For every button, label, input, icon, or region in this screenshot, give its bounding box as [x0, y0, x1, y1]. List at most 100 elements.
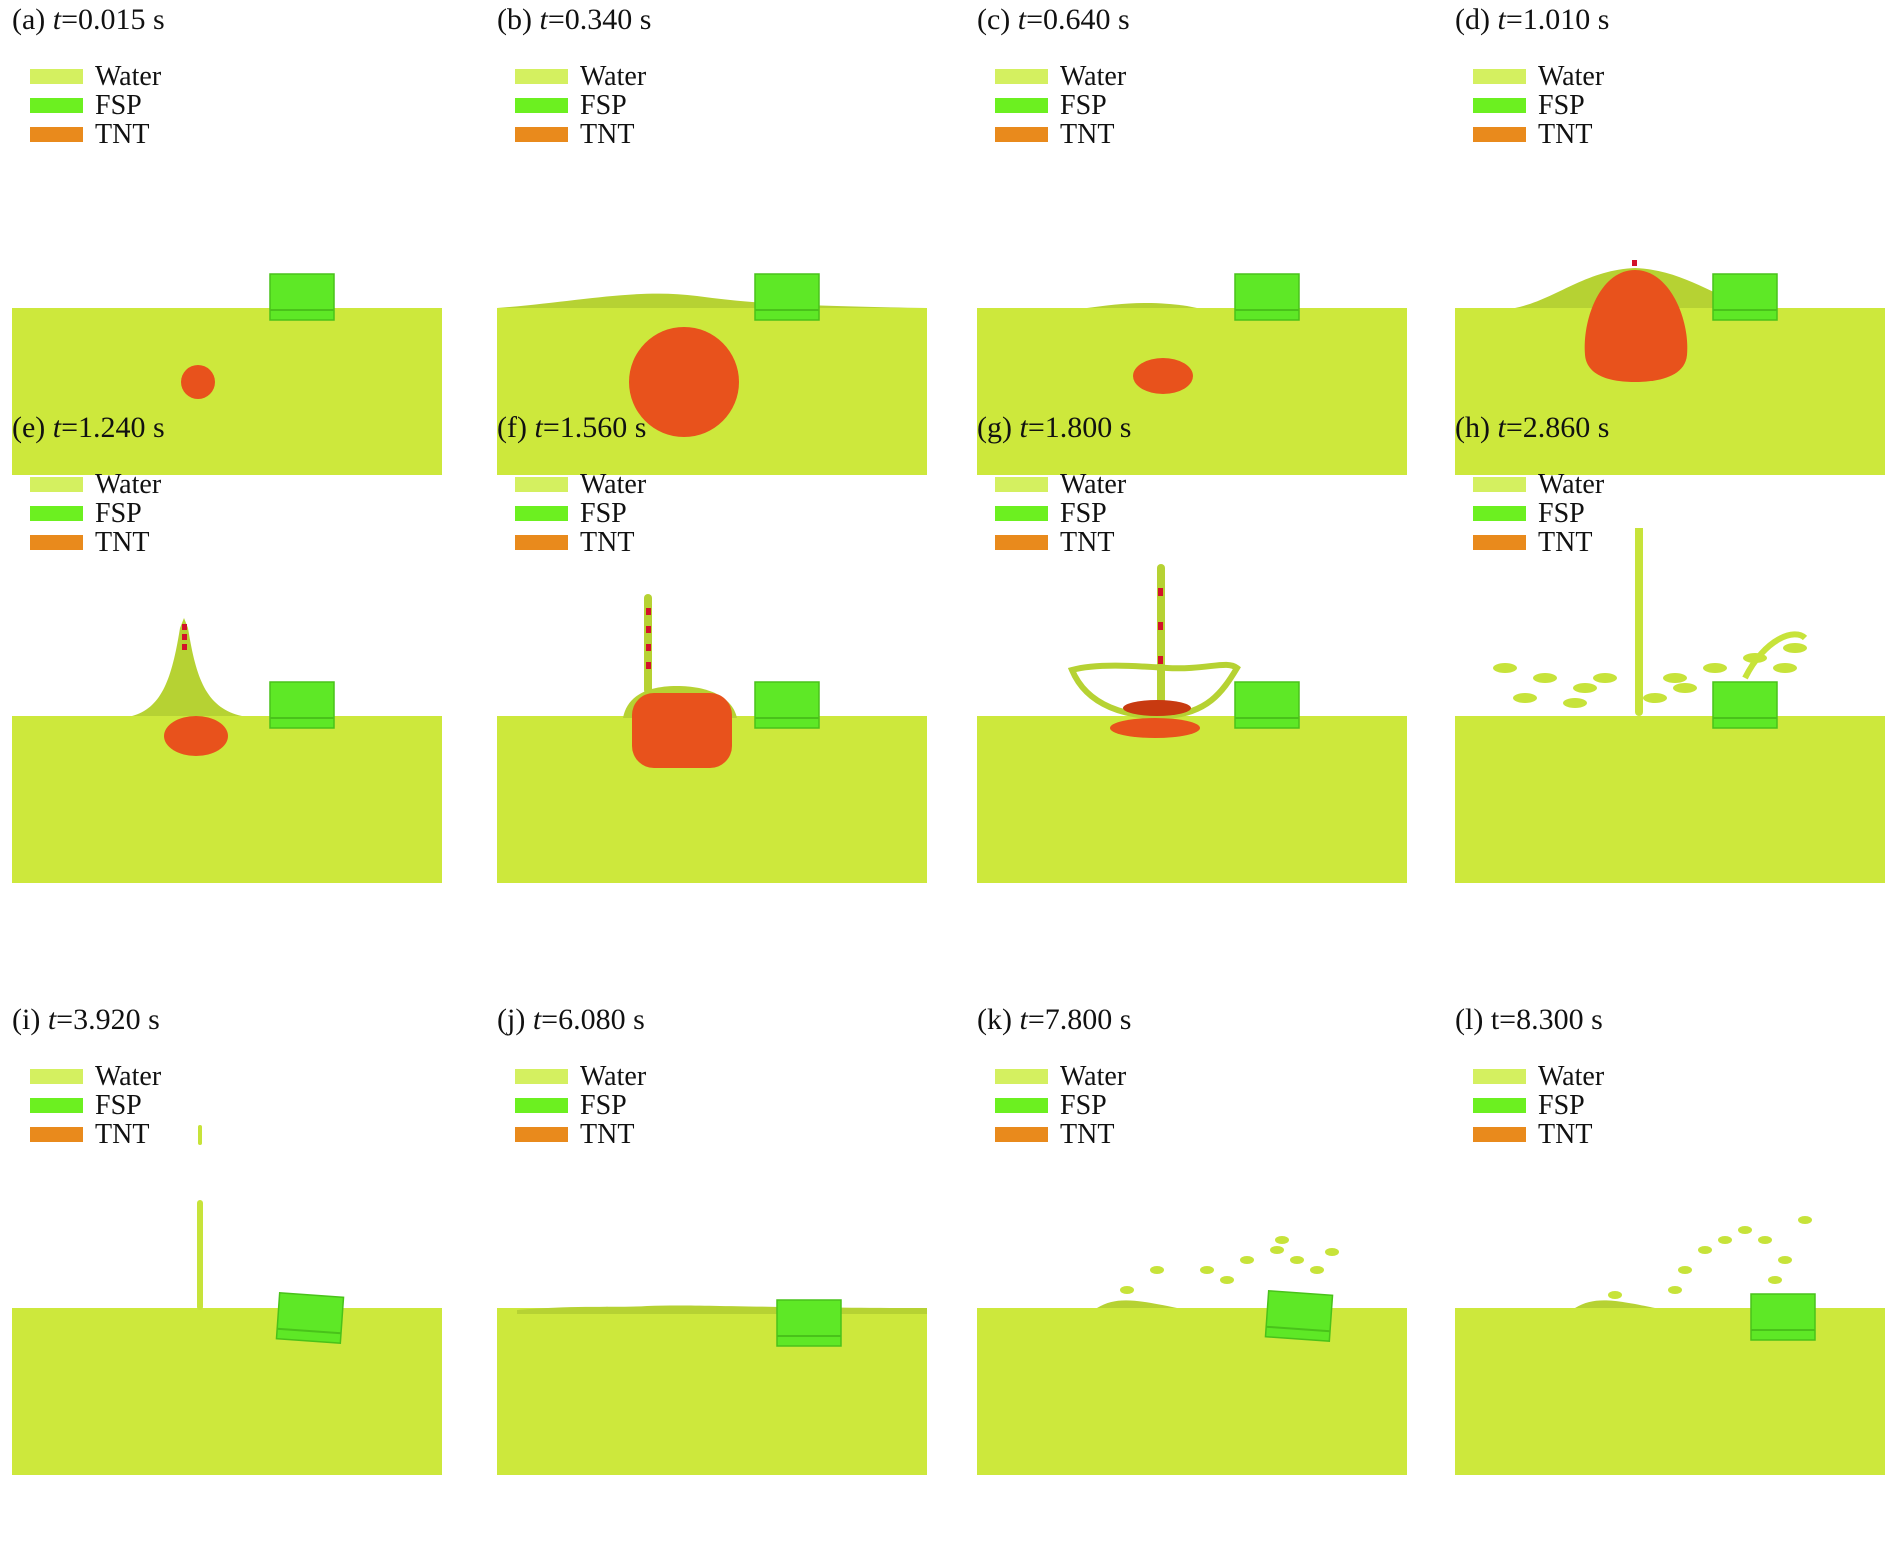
panel-caption: (g) t=1.800 s: [977, 410, 1131, 446]
time-variable: t: [532, 1003, 542, 1036]
legend-swatch: [30, 1069, 83, 1084]
time-value: =1.010 s: [1505, 3, 1610, 36]
spray-arc: [1742, 631, 1808, 680]
legend-item-water: Water: [1473, 470, 1604, 499]
panel-letter: (g): [977, 411, 1012, 444]
legend-item-fsp: FSP: [30, 499, 161, 528]
panel-c: (c) t=0.640 s Water FSP TNT: [965, 0, 1435, 500]
panel-k: (k) t=7.800 s Water FSP TNT: [965, 1000, 1435, 1500]
legend-swatch: [515, 535, 568, 550]
legend: Water FSP TNT: [30, 1062, 161, 1149]
legend-swatch: [1473, 1069, 1526, 1084]
spray-droplet: [1718, 1236, 1732, 1244]
legend-item-tnt: TNT: [995, 1120, 1126, 1149]
panel-letter: (i): [12, 1003, 41, 1036]
spray-droplet: [1220, 1276, 1234, 1284]
legend-label: Water: [1060, 469, 1127, 500]
water-body: [977, 1308, 1407, 1475]
spray-droplet: [1120, 1286, 1134, 1294]
panel-h: (h) t=2.860 s Water FSP TNT: [1443, 408, 1890, 908]
surface-ripples: [517, 1305, 927, 1314]
legend-item-tnt: TNT: [30, 120, 161, 149]
legend-item-fsp: FSP: [1473, 499, 1604, 528]
legend-item-water: Water: [1473, 62, 1604, 91]
simulation-scene: [1455, 260, 1885, 475]
legend-swatch: [515, 477, 568, 492]
time-variable: t: [1019, 1003, 1028, 1036]
time-value: =6.080 s: [541, 1003, 645, 1036]
time-variable: t: [539, 3, 548, 36]
legend-item-tnt: TNT: [515, 528, 646, 557]
legend-swatch: [1473, 69, 1526, 84]
spray-droplet: [1663, 673, 1687, 683]
fsp-body: [1264, 1290, 1334, 1342]
panel-l: (l) t=8.300 s Water FSP TNT: [1443, 1000, 1890, 1500]
legend: Water FSP TNT: [995, 1062, 1126, 1149]
simulation-scene: [12, 618, 442, 883]
legend-label: TNT: [1538, 119, 1593, 150]
tnt-bubble: [181, 365, 215, 399]
legend-swatch: [30, 477, 83, 492]
legend-swatch: [30, 1127, 83, 1142]
time-value: =1.560 s: [542, 411, 647, 444]
legend-label: TNT: [95, 119, 150, 150]
legend-label: TNT: [580, 527, 635, 558]
legend-label: Water: [1538, 469, 1605, 500]
legend-label: Water: [1060, 61, 1127, 92]
legend: Water FSP TNT: [515, 470, 646, 557]
fsp-body: [275, 1292, 345, 1344]
fsp-waterline: [1266, 1325, 1331, 1333]
fsp-body: [1712, 273, 1778, 321]
legend: Water FSP TNT: [30, 62, 161, 149]
legend-label: TNT: [580, 119, 635, 150]
fsp-body: [1234, 681, 1300, 729]
panel-caption: (h) t=2.860 s: [1455, 410, 1609, 446]
simulation-scene: [977, 273, 1407, 475]
legend-label: TNT: [580, 1119, 635, 1150]
panel-g: (g) t=1.800 s Water FSP TNT: [965, 408, 1435, 908]
water-jet: [197, 1200, 203, 1310]
legend-label: FSP: [95, 498, 142, 529]
fsp-block: [275, 1292, 345, 1344]
time-variable: t: [52, 3, 62, 36]
panel-caption: (j) t=6.080 s: [497, 1002, 645, 1038]
spray-droplet: [1275, 1236, 1289, 1244]
surface-bulge: [1087, 302, 1197, 308]
spray-droplet: [1773, 663, 1797, 673]
legend-label: Water: [1060, 1061, 1127, 1092]
panel-caption: (l) t=8.300 s: [1455, 1002, 1603, 1038]
panel-d: (d) t=1.010 s Water FSP TNT: [1443, 0, 1890, 500]
legend-item-fsp: FSP: [1473, 91, 1604, 120]
tnt-bubble: [1584, 270, 1688, 382]
spray-droplet: [1778, 1256, 1792, 1264]
legend: Water FSP TNT: [1473, 1062, 1604, 1149]
legend-label: Water: [580, 61, 647, 92]
spray-droplet: [1325, 1248, 1339, 1256]
panel-f: (f) t=1.560 s Water FSP TNT: [485, 408, 955, 908]
spray-droplet: [1493, 663, 1517, 673]
panel-caption: (f) t=1.560 s: [497, 410, 646, 446]
spray-droplet: [1563, 698, 1587, 708]
panel-e: (e) t=1.240 s Water FSP TNT: [0, 408, 470, 908]
fsp-block: [269, 681, 335, 729]
time-variable: t: [52, 411, 62, 444]
time-value: =3.920 s: [56, 1003, 160, 1036]
panel-caption: (d) t=1.010 s: [1455, 2, 1609, 38]
legend-swatch: [515, 1127, 568, 1142]
spray-droplet: [1593, 673, 1617, 683]
water-body: [977, 716, 1407, 883]
time-value: =0.015 s: [61, 3, 165, 36]
legend-label: TNT: [1060, 527, 1115, 558]
panel-letter: (e): [12, 411, 46, 444]
tnt-fragment: [182, 634, 187, 640]
tnt-fragment: [646, 608, 651, 615]
legend-item-water: Water: [995, 62, 1126, 91]
water-body: [12, 716, 442, 883]
fsp-block: [754, 273, 820, 321]
surface-ripples: [1097, 1300, 1177, 1308]
panel-letter: (b): [497, 3, 532, 36]
legend-label: FSP: [1060, 498, 1107, 529]
spray-droplet: [1608, 1291, 1622, 1299]
legend-item-tnt: TNT: [1473, 528, 1604, 557]
legend-item-fsp: FSP: [1473, 1091, 1604, 1120]
